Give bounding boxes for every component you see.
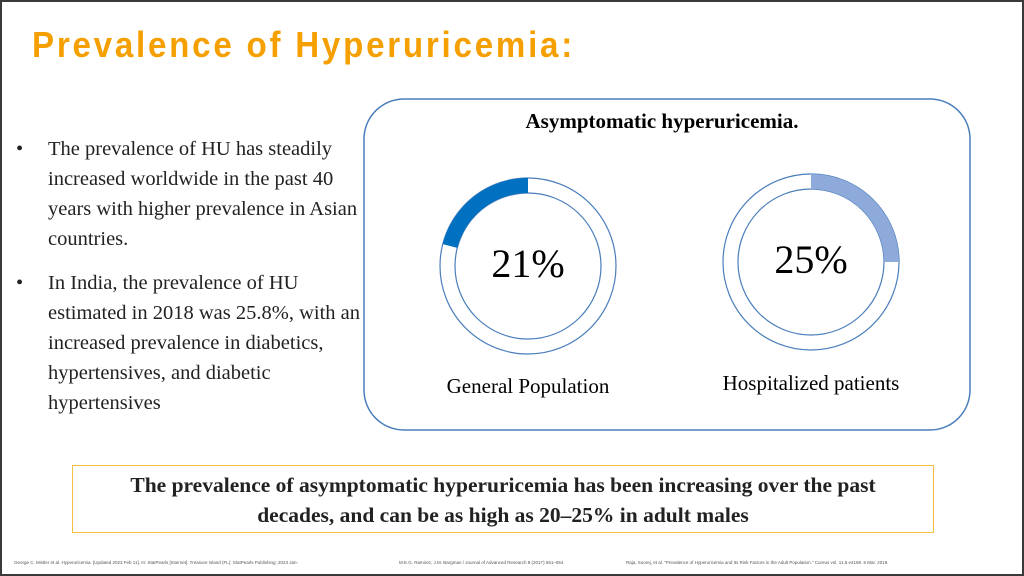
ring-label: 25% [774,237,847,282]
reference: Raja, Soorej, et al. "Prevalence of Hype… [626,560,889,565]
ring-caption: General Population [447,374,610,398]
bullet-list: The prevalence of HU has steadily increa… [16,134,366,432]
ring-arc [810,174,899,263]
ring-arc [442,178,529,249]
ring-panel: Asymptomatic hyperuricemia. 21% General P… [363,98,971,431]
panel-frame [363,98,971,431]
ring-label: 21% [491,241,564,286]
callout: The prevalence of asymptomatic hyperuric… [72,465,934,533]
bullet: In India, the prevalence of HU estimated… [16,268,366,418]
callout-line: decades, and can be as high as 20–25% in… [257,503,749,527]
callout-line: The prevalence of asymptomatic hyperuric… [130,473,876,497]
slide-title: Prevalence of Hyperuricemia: [32,24,576,65]
ring-caption: Hospitalized patients [723,371,900,395]
reference: M.E.G. Ramirez, J.M. Bargman / Journal o… [399,560,564,565]
bullet: The prevalence of HU has steadily increa… [16,134,366,254]
reference: George C. Mistler et al. Hyperuricemia. … [14,560,299,565]
panel-heading: Asymptomatic hyperuricemia. [526,109,799,133]
